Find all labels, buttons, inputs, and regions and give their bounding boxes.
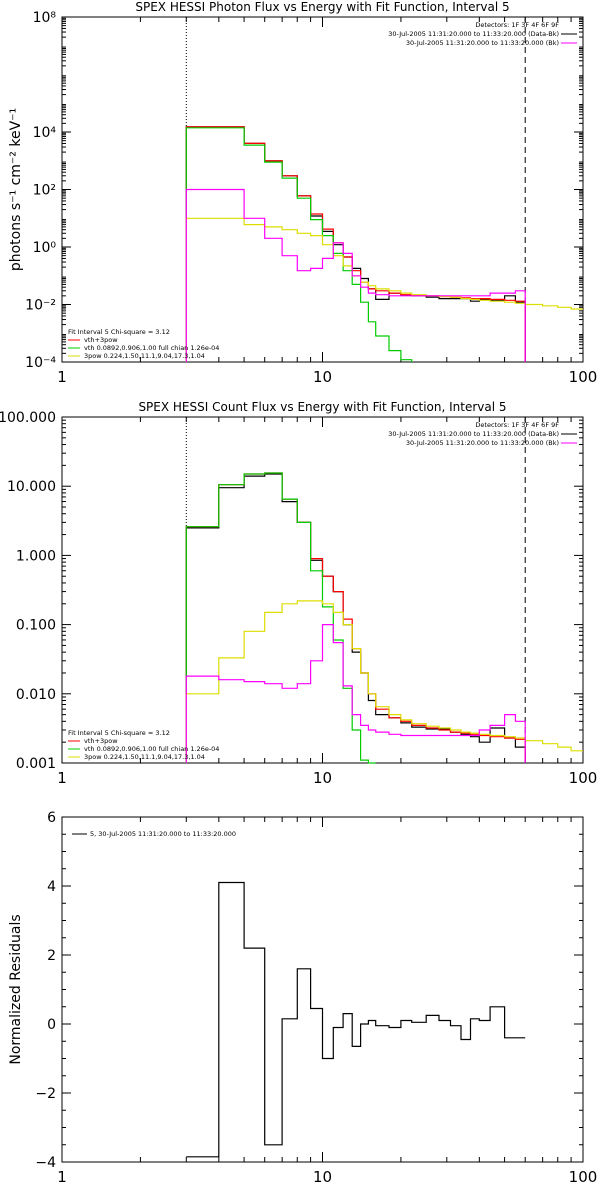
- legend-bottom-text: vth 0.0892,0.906,1.00 full chian 1.26e-0…: [84, 344, 219, 352]
- x-tick-label: 10: [313, 368, 332, 386]
- x-tick-label: 1: [57, 769, 67, 787]
- legend-bottom-text: vth+3pow: [84, 737, 118, 745]
- series-line-residuals: [186, 881, 526, 1158]
- y-axis-label: photons s⁻¹ cm⁻² keV⁻¹: [8, 108, 24, 271]
- chart-title: SPEX HESSI Photon Flux vs Energy with Fi…: [135, 0, 509, 14]
- y-tick-label: 6: [47, 810, 56, 826]
- legend-top-text: 30-Jul-2005 11:31:20.000 to 11:33:20.000…: [388, 430, 559, 438]
- y-tick-label: 0.001: [16, 756, 56, 772]
- y-tick-label: 0: [47, 1017, 56, 1033]
- x-tick-label: 10: [313, 769, 332, 787]
- plot-frame-1: [61, 16, 584, 363]
- x-tick-label: 100: [569, 368, 598, 386]
- series-line-bk: [185, 188, 526, 362]
- y-tick-label: 0.010: [16, 687, 56, 703]
- x-tick-label: 10: [313, 1168, 332, 1186]
- y-tick-label: 10⁴: [33, 125, 57, 141]
- series-line-3pow: [185, 217, 583, 362]
- legend-bottom-text: 3pow 0.224,1.50,11.1,9.04,17.3,1.04: [84, 352, 205, 360]
- legend-bottom-text: vth 0.0892,0.906,1.00 full chian 1.26e-0…: [84, 745, 219, 753]
- series-line-vth-3pow: [185, 126, 526, 362]
- x-tick-label: 100: [569, 769, 598, 787]
- y-tick-label: 2: [47, 948, 56, 964]
- series-line-vth-3pow: [185, 472, 526, 763]
- y-tick-label: 4: [47, 879, 56, 895]
- series-line-3pow: [185, 600, 583, 763]
- y-tick-label: 10⁻⁴: [25, 355, 56, 371]
- legend-top-text: 30-Jul-2005 11:31:20.000 to 11:33:20.000…: [406, 39, 559, 47]
- series-line-vth: [185, 127, 413, 362]
- legend-top-text: Detectors: 1F 3F 4F 6F 9F: [475, 21, 559, 29]
- y-tick-label: 1.000: [16, 548, 56, 564]
- y-tick-label: 100.000: [0, 410, 56, 426]
- legend-top-left-text: 5, 30-Jul-2005 11:31:20.000 to 11:33:20.…: [90, 830, 236, 838]
- y-tick-label: −2: [35, 1086, 56, 1102]
- legend-bottom-text: vth+3pow: [84, 336, 118, 344]
- plot-frame-3: [61, 816, 584, 1163]
- y-tick-label: 10⁻²: [25, 298, 56, 314]
- legend-top-text: Detectors: 1F 3F 4F 6F 9F: [475, 421, 559, 429]
- x-tick-label: 100: [569, 1168, 598, 1186]
- series-line-bk: [185, 624, 526, 763]
- legend-bottom-text: Fit Interval 5 Chi-square = 3.12: [68, 328, 170, 336]
- legend-bottom-text: 3pow 0.224,1.50,11.1,9.04,17.3,1.04: [84, 753, 205, 761]
- x-tick-label: 1: [57, 368, 67, 386]
- y-tick-label: 0.100: [16, 618, 56, 634]
- y-tick-label: 10²: [33, 183, 56, 199]
- series-line-data-bk: [185, 473, 526, 763]
- series-line-data-bk: [185, 126, 526, 362]
- y-tick-label: 10⁸: [33, 10, 57, 26]
- legend-top-text: 30-Jul-2005 11:31:20.000 to 11:33:20.000…: [388, 30, 559, 38]
- legend-top-text: 30-Jul-2005 11:31:20.000 to 11:33:20.000…: [406, 439, 559, 447]
- y-tick-label: 10⁰: [33, 240, 57, 256]
- legend-bottom-text: Fit Interval 5 Chi-square = 3.12: [68, 729, 170, 737]
- chart-title: SPEX HESSI Count Flux vs Energy with Fit…: [138, 400, 506, 414]
- y-tick-label: 10.000: [7, 479, 56, 495]
- y-axis-label: Normalized Residuals: [8, 914, 24, 1064]
- series-line-vth: [185, 472, 376, 764]
- x-tick-label: 1: [57, 1168, 67, 1186]
- y-tick-label: −4: [35, 1155, 56, 1171]
